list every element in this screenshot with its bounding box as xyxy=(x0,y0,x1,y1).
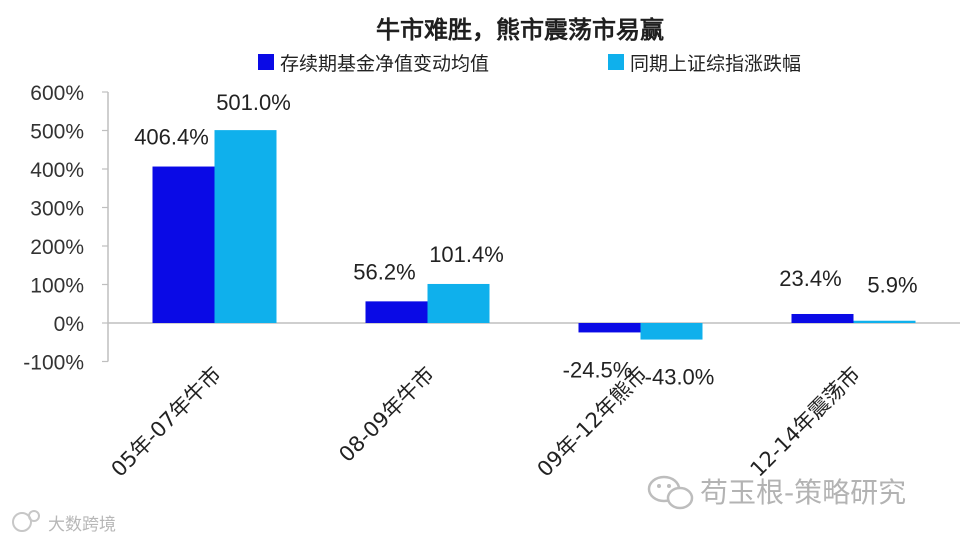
data-label-s1-c2: -43.0% xyxy=(645,365,715,390)
bar-s0-c0 xyxy=(152,166,215,323)
y-tick-label-1: 500% xyxy=(30,121,84,144)
y-tick-label-4: 200% xyxy=(30,236,84,259)
bar-s1-c1 xyxy=(427,283,490,323)
data-label-s1-c3: 5.9% xyxy=(867,273,917,298)
watermark-top-text: 苟玉根-策略研究 xyxy=(700,476,906,509)
category-label-0: 05年-07年牛市 xyxy=(107,362,227,482)
y-tick-label-2: 400% xyxy=(30,159,84,182)
y-tick-label-6: 0% xyxy=(54,313,84,336)
data-label-s0-c2: -24.5% xyxy=(563,357,633,382)
data-label-s0-c1: 56.2% xyxy=(353,259,415,284)
bar-s1-c0 xyxy=(214,130,277,323)
data-label-s0-c0: 406.4% xyxy=(134,125,209,150)
legend: 存续期基金净值变动均值 同期上证综指涨跌幅 xyxy=(258,53,801,75)
data-label-s0-c3: 23.4% xyxy=(779,266,841,291)
bars xyxy=(152,130,916,340)
y-tick-label-7: -100% xyxy=(23,352,84,375)
data-label-s1-c0: 501.0% xyxy=(216,90,291,115)
legend-swatch-0 xyxy=(258,54,274,70)
y-tick-labels: 600% 500% 400% 300% 200% 100% 0% -100% xyxy=(23,82,108,375)
category-label-1: 08-09年牛市 xyxy=(334,362,439,467)
logo-icon xyxy=(12,510,40,532)
y-tick-label-0: 600% xyxy=(30,82,84,105)
category-label-3: 12-14年震荡市 xyxy=(746,362,866,482)
data-label-s1-c1: 101.4% xyxy=(429,242,504,267)
chart-title: 牛市难胜，熊市震荡市易赢 xyxy=(376,15,664,44)
legend-label-1: 同期上证综指涨跌幅 xyxy=(630,53,801,75)
wechat-icon xyxy=(647,475,694,510)
corner-watermark: 大数跨境 xyxy=(12,510,116,535)
watermark-bottom-text: 大数跨境 xyxy=(48,515,116,535)
category-labels: 05年-07年牛市 08-09年牛市 09年-12年熊市 12-14年震荡市 xyxy=(107,362,866,482)
data-labels: 406.4% 501.0% 56.2% 101.4% -24.5% -43.0% 23.4%… xyxy=(134,90,917,389)
legend-label-0: 存续期基金净值变动均值 xyxy=(280,53,489,75)
y-tick-label-3: 300% xyxy=(30,198,84,221)
bar-s0-c1 xyxy=(365,301,428,323)
bar-s1-c2 xyxy=(640,323,703,340)
bar-s1-c3 xyxy=(853,320,916,323)
wechat-watermark: 苟玉根-策略研究 xyxy=(647,475,906,510)
legend-swatch-1 xyxy=(608,54,624,70)
bar-s0-c3 xyxy=(791,313,854,323)
y-tick-label-5: 100% xyxy=(30,275,84,298)
bar-s0-c2 xyxy=(578,323,641,333)
